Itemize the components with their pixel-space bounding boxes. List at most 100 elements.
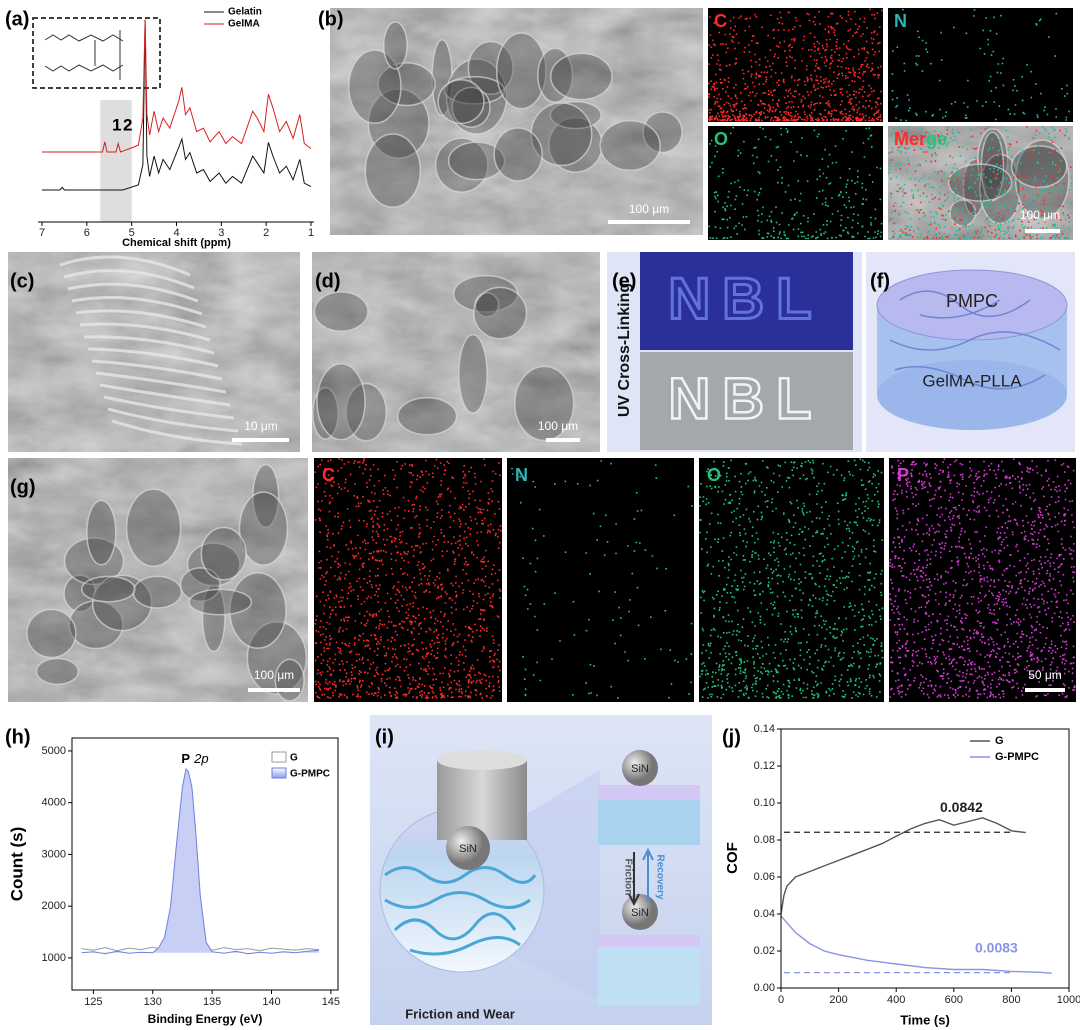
pore [493, 127, 543, 182]
x-tick-label: 400 [887, 994, 905, 1006]
x-tick-label: 600 [945, 994, 963, 1006]
pore [434, 137, 489, 193]
x-axis-title: Binding Energy (eV) [148, 1012, 263, 1026]
sphere [622, 750, 658, 786]
scale-label: 10 μm [244, 419, 278, 433]
pore [458, 333, 488, 414]
pore [200, 526, 247, 581]
pore [377, 62, 436, 107]
pore [345, 382, 388, 442]
y-tick-label: 0.12 [754, 760, 775, 772]
legend-label: G [290, 753, 298, 764]
pore [132, 575, 183, 609]
annotation: 0.0083 [975, 939, 1018, 955]
eds-bg [708, 126, 883, 240]
fiber [63, 269, 195, 290]
x-tick-label: 4 [173, 227, 179, 239]
annotation: 0.0842 [940, 799, 983, 815]
y-tick-label: 0.10 [754, 797, 775, 809]
fiber [111, 419, 243, 446]
pmpc-label: PMPC [946, 291, 998, 311]
pore [1010, 145, 1068, 189]
panel-label: (c) [10, 270, 34, 292]
pore [949, 199, 977, 227]
pore [599, 119, 661, 172]
cylinder-top [437, 750, 527, 770]
layer-top [598, 785, 700, 800]
pore [81, 575, 136, 603]
y-tick-label: 4000 [42, 797, 66, 809]
panel-label: (a) [5, 8, 29, 30]
pore [367, 88, 430, 159]
network [384, 866, 537, 956]
legend-label: Gelatin [228, 7, 262, 18]
x-tick-label: 130 [144, 996, 162, 1008]
element-label: C [322, 465, 335, 485]
element-label: O [714, 129, 728, 149]
pore [188, 588, 253, 616]
pore [447, 141, 506, 181]
x-tick-label: 145 [322, 996, 340, 1008]
pore [530, 102, 593, 167]
scale-label: 100 μm [1020, 208, 1060, 222]
fibers [889, 290, 1061, 390]
pore [316, 363, 366, 441]
fiber [75, 309, 207, 329]
element-label: N [894, 11, 907, 31]
sphere [446, 826, 490, 870]
fiber [91, 359, 223, 381]
fiber [59, 255, 191, 277]
sin-label: SiN [459, 843, 477, 855]
pore [396, 396, 458, 436]
scale-label: 100 μm [538, 419, 578, 433]
pore [549, 100, 602, 130]
legend-swatch [271, 767, 287, 779]
scale-label: 100 μm [254, 668, 294, 682]
line [780, 817, 1026, 915]
x-tick-label: 7 [39, 227, 45, 239]
sem-texture [8, 458, 308, 702]
arrow-up [642, 847, 654, 902]
pore [382, 21, 408, 70]
area [81, 769, 319, 954]
pore [312, 386, 339, 440]
fiber [95, 371, 227, 394]
pore [451, 86, 491, 128]
legend-label: GelMA [228, 19, 260, 30]
pore [26, 608, 77, 659]
layer-top [598, 935, 700, 947]
fiber [99, 383, 231, 407]
panel-label: (d) [315, 270, 341, 292]
fiber [103, 395, 235, 420]
plot-frame [780, 728, 1070, 989]
y-tick-label: 1000 [42, 952, 66, 964]
sphere [622, 894, 658, 930]
merge-part: ge [926, 129, 947, 149]
legend-swatch [271, 751, 287, 763]
nbl-text: NBL [668, 266, 823, 331]
x-tick-label: 5 [129, 227, 135, 239]
arrow-down [628, 852, 640, 907]
x-tick-label: 2 [263, 227, 269, 239]
scale-label: 100 μm [629, 202, 669, 216]
plot-frame [71, 737, 339, 991]
eds-bg [507, 458, 694, 702]
x-tick-label: 1 [308, 227, 314, 239]
peak-label: 2 [123, 115, 132, 134]
pore [201, 583, 226, 653]
y-tick-label: 5000 [42, 745, 66, 757]
uv-label: UV Cross-Linking [616, 283, 633, 417]
legend-label: G-PMPC [290, 769, 330, 780]
fiber [87, 347, 219, 368]
x-tick-label: 125 [84, 996, 102, 1008]
cylinder-top [876, 269, 1068, 341]
annotation-part: P [181, 751, 190, 766]
eds-bg [314, 458, 502, 702]
pore [437, 79, 485, 125]
sin-label: SiN [631, 907, 649, 919]
pore [313, 291, 369, 333]
pore [549, 52, 613, 101]
legend-label: G-PMPC [995, 751, 1039, 763]
legend-label: G [995, 735, 1004, 747]
